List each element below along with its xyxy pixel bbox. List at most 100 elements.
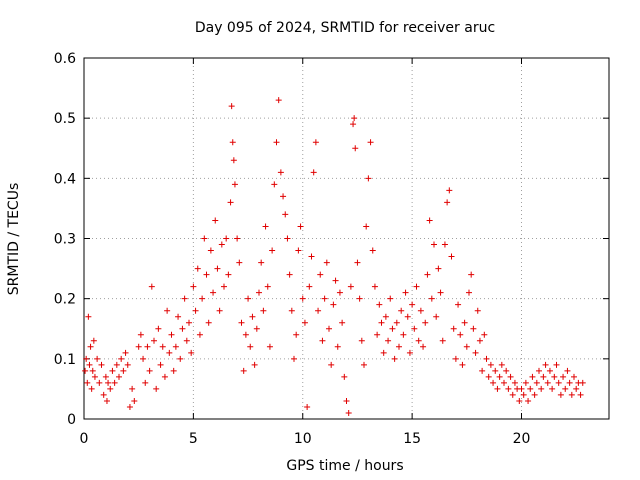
data-point — [280, 193, 287, 200]
data-point — [507, 373, 514, 380]
data-point — [444, 199, 451, 206]
data-point — [275, 97, 282, 104]
data-point — [166, 349, 173, 356]
data-point — [245, 295, 252, 302]
data-point — [83, 355, 90, 362]
data-point — [277, 169, 284, 176]
data-point — [568, 391, 575, 398]
data-point — [536, 367, 542, 374]
data-point — [142, 379, 149, 386]
data-point — [153, 385, 160, 392]
data-point — [304, 403, 311, 410]
x-tick-label: 5 — [189, 431, 198, 447]
data-point — [105, 379, 112, 386]
data-point — [227, 199, 234, 206]
data-point — [476, 337, 483, 344]
data-point — [560, 373, 567, 380]
data-point — [557, 391, 564, 398]
data-point — [118, 355, 125, 362]
data-point — [466, 289, 472, 296]
data-point — [385, 337, 392, 344]
data-point — [334, 343, 341, 350]
data-point — [549, 385, 556, 392]
data-point — [183, 337, 190, 344]
data-point — [345, 409, 352, 416]
data-point — [413, 283, 420, 290]
data-point — [533, 379, 540, 386]
data-point — [398, 307, 405, 314]
data-point — [295, 247, 302, 254]
data-point — [503, 367, 510, 374]
data-point — [347, 283, 354, 290]
data-point — [415, 337, 422, 344]
data-point — [553, 361, 560, 368]
data-point — [431, 241, 437, 248]
data-point — [516, 397, 523, 404]
data-point — [288, 307, 295, 314]
data-point — [376, 301, 383, 308]
data-point — [404, 313, 411, 320]
data-point — [435, 265, 442, 272]
data-point — [107, 385, 114, 392]
data-point — [328, 361, 335, 368]
data-point — [126, 403, 133, 410]
data-point — [459, 361, 466, 368]
data-point — [529, 373, 536, 380]
data-point — [286, 271, 293, 278]
data-point — [417, 307, 424, 314]
data-point — [201, 235, 208, 242]
data-point — [155, 325, 162, 332]
data-point — [129, 385, 136, 392]
data-point — [520, 391, 527, 398]
data-point — [91, 373, 98, 380]
data-point — [555, 379, 562, 386]
data-point — [319, 337, 326, 344]
data-point — [269, 247, 276, 254]
data-point — [457, 331, 464, 338]
data-point — [396, 343, 402, 350]
data-point — [455, 301, 462, 308]
data-point — [441, 241, 448, 248]
data-point — [140, 355, 147, 362]
y-tick-label: 0.2 — [54, 292, 76, 308]
data-point — [439, 337, 446, 344]
data-point — [175, 313, 182, 320]
data-point — [315, 307, 322, 314]
data-point — [251, 361, 258, 368]
data-point — [310, 169, 317, 176]
data-point — [420, 343, 427, 350]
data-point — [238, 319, 245, 326]
data-point — [96, 379, 103, 386]
data-point — [284, 235, 291, 242]
data-point — [210, 289, 217, 296]
data-point — [474, 307, 481, 314]
data-point — [382, 313, 389, 320]
data-point — [242, 331, 249, 338]
y-tick-label: 0 — [67, 412, 76, 428]
data-point — [240, 367, 247, 374]
data-point — [422, 319, 429, 326]
data-point — [350, 121, 357, 128]
data-point — [564, 367, 571, 374]
data-point — [551, 373, 558, 380]
data-point — [271, 181, 278, 188]
data-point — [571, 373, 577, 380]
data-point — [179, 325, 186, 332]
y-tick-label: 0.5 — [54, 111, 76, 127]
data-point — [216, 307, 223, 314]
grid-lines — [84, 58, 609, 419]
data-point — [371, 283, 378, 290]
data-point — [299, 295, 306, 302]
data-point — [100, 391, 107, 398]
data-point — [247, 343, 254, 350]
x-tick-labels: 0 5 10 15 20 — [80, 431, 531, 447]
data-point — [111, 379, 118, 386]
data-point — [352, 145, 359, 152]
data-point — [218, 241, 225, 248]
data-point — [424, 271, 431, 278]
data-point — [428, 295, 435, 302]
data-point — [562, 385, 569, 392]
data-point — [273, 139, 280, 146]
data-point — [323, 259, 330, 266]
data-point — [85, 313, 92, 320]
